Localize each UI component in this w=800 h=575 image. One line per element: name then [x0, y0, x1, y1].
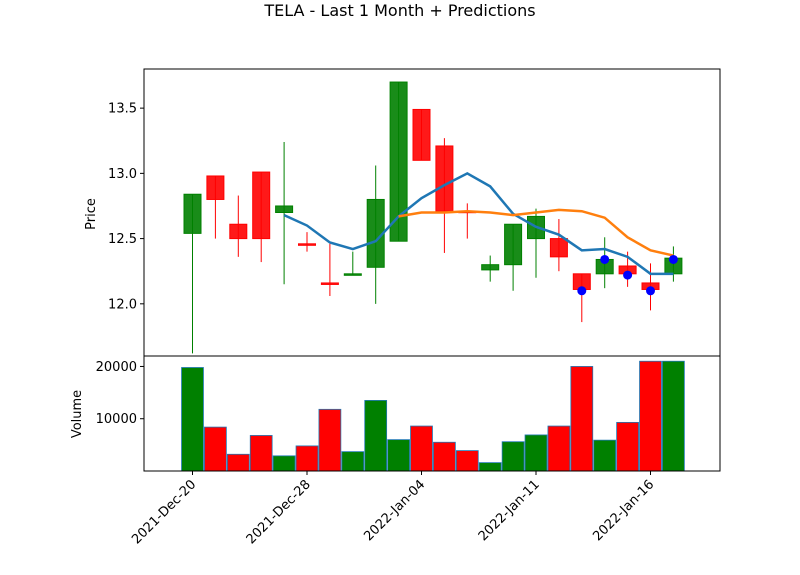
candle-body	[275, 205, 294, 214]
x-tick-label: 2021-Dec-20	[129, 477, 199, 547]
candlestick	[412, 108, 431, 161]
series-line-1	[283, 171, 674, 276]
candlestick	[435, 138, 454, 253]
candle-body	[389, 81, 408, 242]
chart-title: TELA - Last 1 Month + Predictions	[263, 1, 535, 20]
x-axis: 2021-Dec-20 2021-Dec-28 2022-Jan-04 2022-Ja…	[129, 471, 657, 547]
volume-bar	[478, 462, 502, 472]
x-tick-label: 2022-Jan-16	[590, 477, 657, 544]
candlestick	[481, 255, 500, 282]
x-tick-label: 2022-Jan-04	[361, 477, 428, 544]
price-y-tick-label: 12.5	[108, 232, 137, 247]
volume-bar	[181, 367, 204, 472]
candlestick	[549, 219, 568, 272]
price-y-axis: 12.0 12.5 13.0 13.5	[108, 102, 144, 312]
x-tick-label: 2022-Jan-11	[476, 477, 543, 544]
prediction-marker	[600, 254, 610, 264]
candle-body	[183, 193, 202, 234]
prediction-marker	[646, 286, 655, 296]
volume-bar	[272, 455, 296, 472]
x-tick-label: 2021-Dec-28	[244, 477, 314, 547]
candle-body	[343, 273, 362, 276]
volume-y-tick-label: 10000	[96, 412, 137, 427]
candlestick	[229, 195, 248, 257]
volume-y-axis-label: Volume	[70, 390, 85, 438]
prediction-marker	[577, 286, 587, 296]
candlestick	[527, 208, 545, 278]
volume-bar	[226, 453, 250, 472]
candlestick	[183, 193, 202, 354]
candle-body	[549, 238, 568, 258]
volume-bar	[501, 441, 525, 472]
volume-bar	[387, 439, 410, 472]
volume-bar	[455, 450, 479, 472]
price-y-axis-label: Price	[84, 198, 99, 230]
candlestick	[343, 251, 362, 276]
candlestick	[458, 203, 477, 239]
volume-bar	[524, 434, 548, 472]
price-plot-area	[183, 81, 683, 354]
price-y-tick-label: 13.5	[108, 102, 137, 117]
volume-bar	[249, 435, 273, 472]
volume-bar	[364, 400, 388, 472]
price-panel: 12.0 12.5 13.0 13.5 Price	[84, 68, 721, 357]
volume-plot-frame	[143, 355, 721, 472]
candle-body	[298, 243, 316, 246]
prediction-marker	[623, 270, 633, 280]
price-y-tick-label: 13.0	[108, 167, 137, 182]
volume-plot-area	[181, 360, 685, 472]
volume-bar	[639, 360, 662, 472]
series-line-2	[398, 208, 674, 257]
volume-bar	[295, 445, 319, 472]
volume-y-axis: 10000 20000	[96, 360, 144, 427]
volume-bar	[204, 426, 227, 472]
prediction-marker	[668, 254, 678, 264]
candle-body	[229, 223, 248, 240]
candlestick	[389, 81, 408, 242]
volume-bar	[616, 421, 639, 472]
volume-bar	[662, 360, 685, 472]
volume-bar	[341, 451, 365, 472]
candle-body	[504, 223, 523, 266]
volume-bar	[547, 425, 571, 472]
candle-body	[481, 264, 500, 271]
volume-bar	[433, 441, 456, 472]
volume-bar	[593, 439, 617, 472]
candlestick	[572, 273, 591, 323]
candlestick	[298, 232, 316, 252]
candle-body	[435, 145, 454, 212]
candlestick	[252, 171, 271, 263]
candle-body	[252, 171, 271, 240]
candlestick	[664, 246, 683, 282]
candlestick	[504, 223, 523, 291]
volume-bar	[410, 425, 433, 472]
candle-body	[320, 282, 339, 285]
volume-bar	[570, 366, 594, 472]
candle-body	[412, 108, 431, 161]
candle-body	[206, 175, 225, 200]
volume-bar	[318, 408, 342, 472]
price-y-tick-label: 12.0	[108, 297, 137, 312]
candlestick	[320, 243, 339, 296]
candlestick	[275, 142, 294, 285]
volume-y-tick-label: 20000	[96, 360, 137, 375]
candlestick	[206, 175, 225, 239]
volume-panel: 10000 20000 Volume	[70, 355, 721, 472]
